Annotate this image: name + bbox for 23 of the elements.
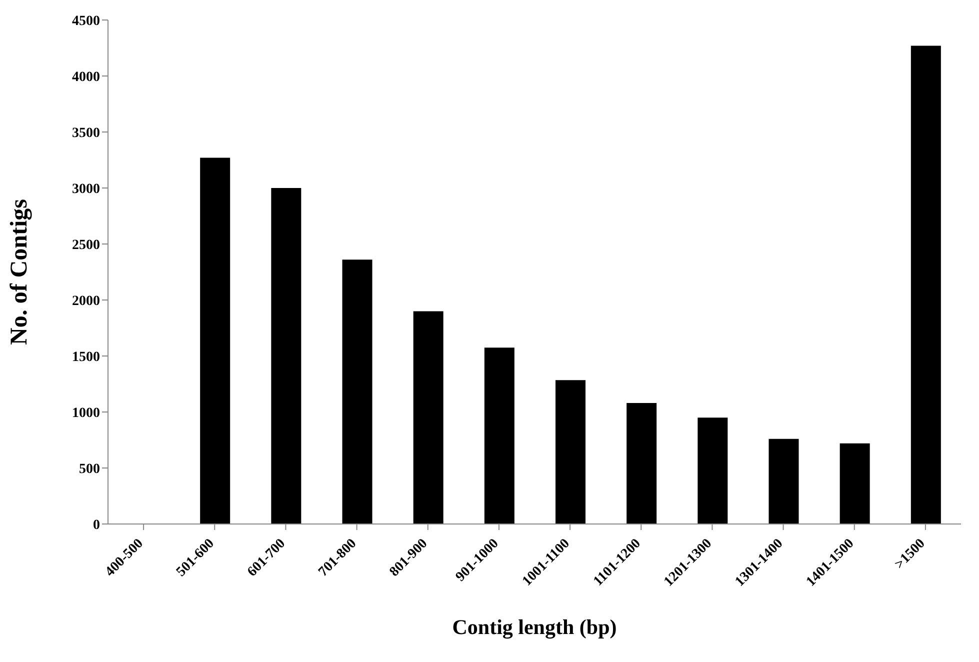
- y-tick-label: 2000: [72, 294, 100, 309]
- bar: [840, 443, 870, 524]
- bar: [200, 158, 230, 524]
- x-axis-title: Contig length (bp): [452, 615, 617, 639]
- y-tick-label: 4000: [72, 70, 100, 85]
- bar: [556, 380, 586, 524]
- bar: [768, 438, 799, 524]
- y-tick-label: 1000: [72, 406, 100, 421]
- y-tick-label: 3000: [72, 182, 100, 197]
- y-tick-label: 1500: [72, 350, 100, 365]
- y-tick-label: 0: [93, 518, 100, 533]
- bar: [626, 403, 657, 524]
- y-tick-label: 500: [79, 462, 100, 477]
- bar: [910, 46, 941, 524]
- bar: [484, 348, 514, 524]
- bar: [342, 260, 372, 524]
- y-tick-label: 3500: [72, 126, 100, 141]
- bar: [271, 188, 302, 524]
- bar: [698, 418, 728, 524]
- y-axis-title: No. of Contigs: [6, 198, 33, 346]
- y-tick-label: 2500: [72, 238, 100, 253]
- bar: [413, 311, 444, 524]
- y-tick-label: 4500: [72, 14, 100, 29]
